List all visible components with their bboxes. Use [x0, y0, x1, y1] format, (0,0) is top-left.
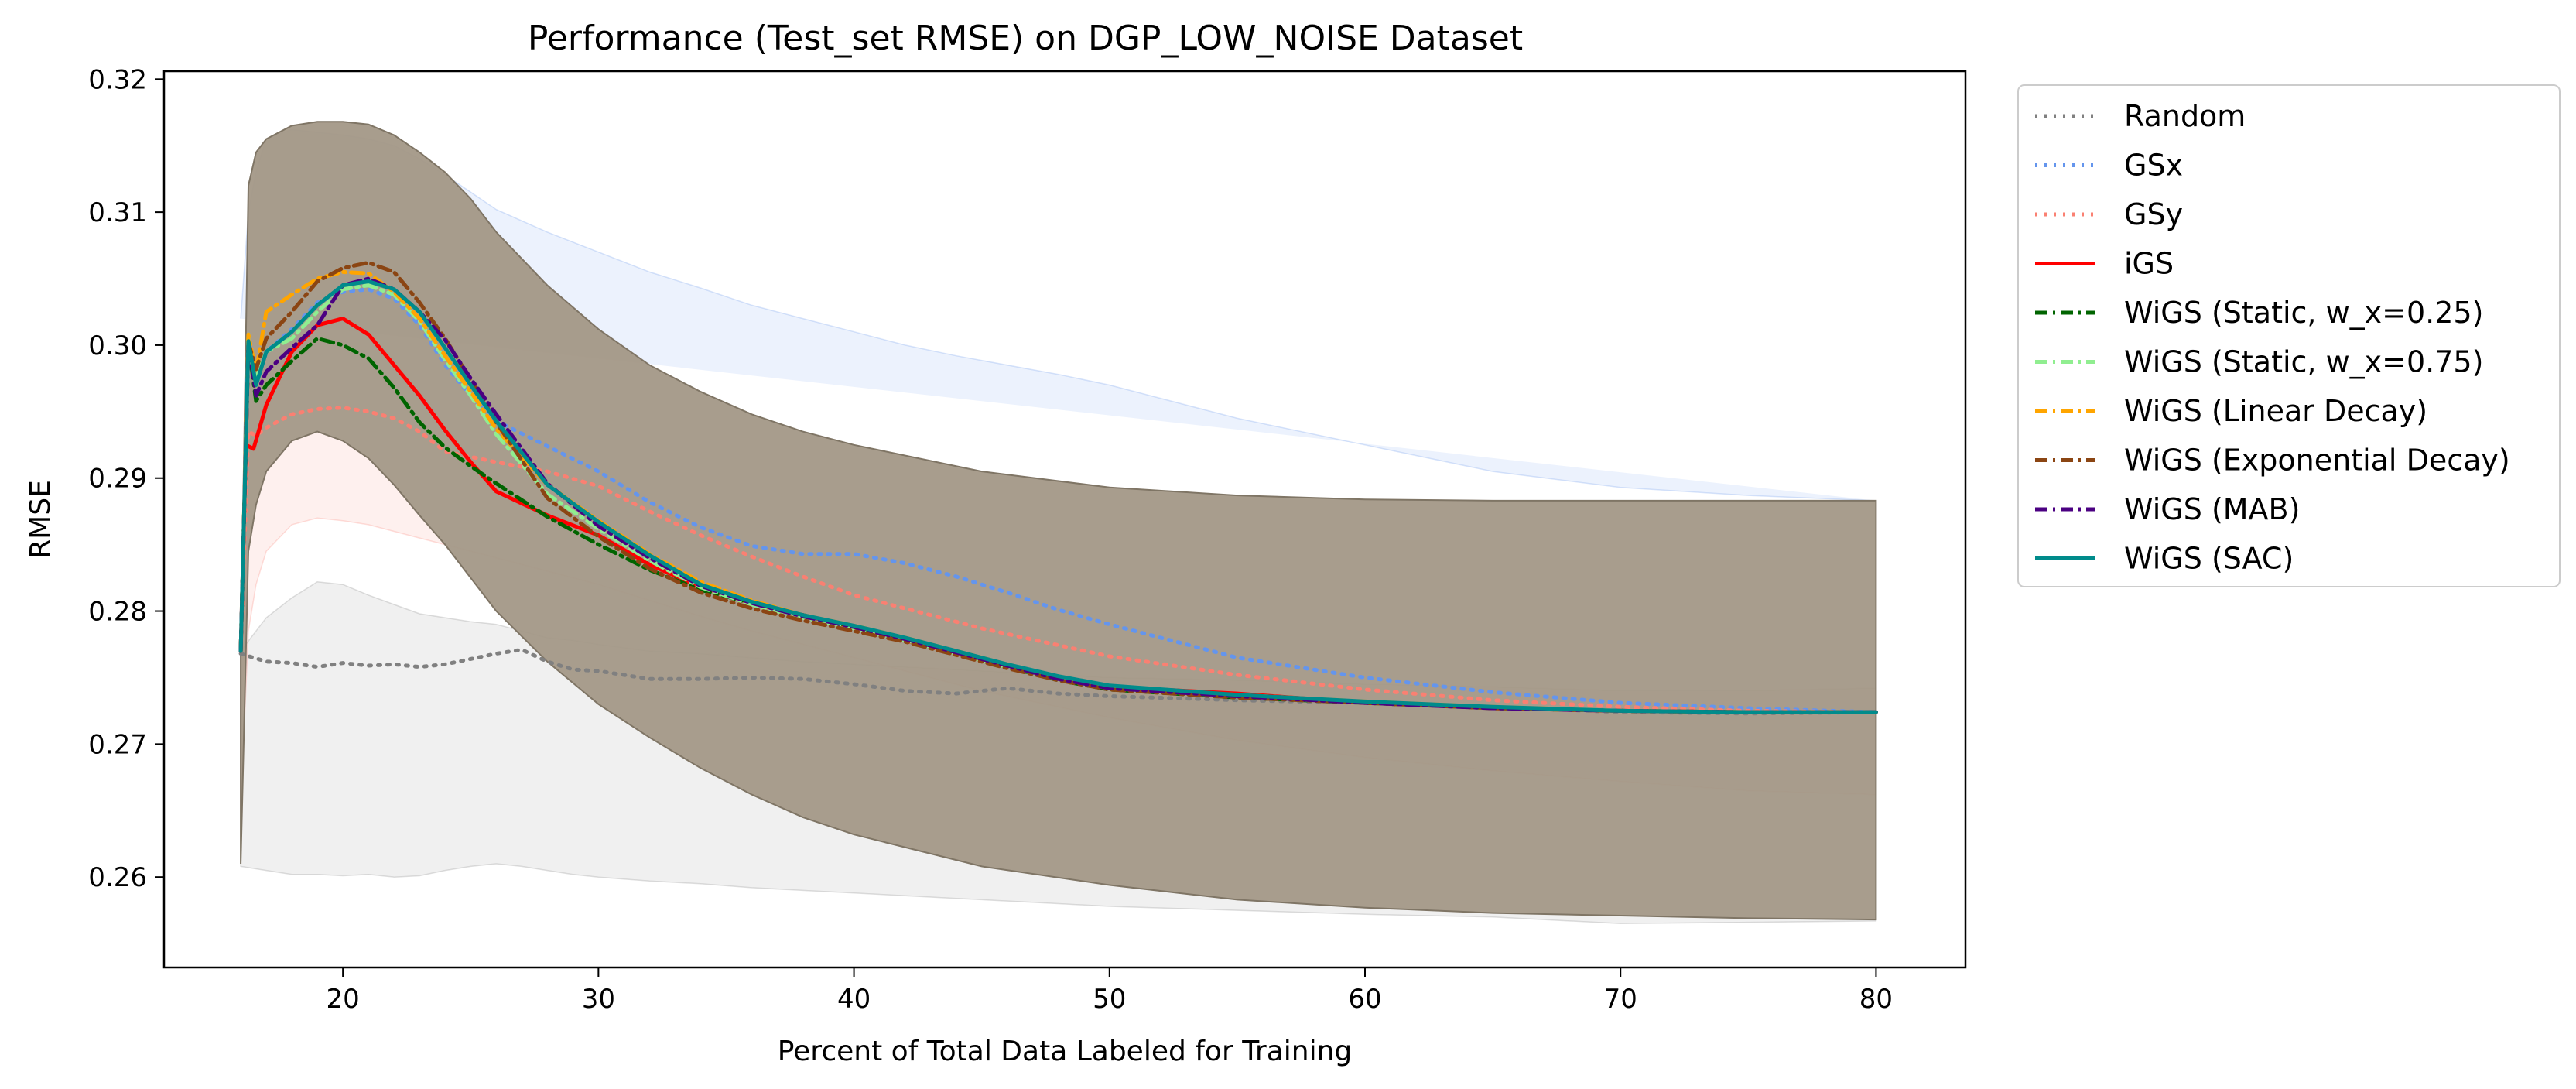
x-tick-label: 30: [582, 984, 615, 1015]
legend-label-wigs-static-w-x-0-25: WiGS (Static, w_x=0.25): [2124, 296, 2483, 330]
x-tick-label: 20: [327, 984, 360, 1015]
plot-area: [238, 121, 1878, 925]
legend-label-wigs-exponential-decay: WiGS (Exponential Decay): [2124, 443, 2510, 478]
x-tick-label: 80: [1859, 984, 1893, 1015]
y-tick-label: 0.27: [88, 729, 147, 760]
legend-items: Random GSx GSy iGS WiGS (Static, w_x=0.25) Wi…: [2035, 99, 2510, 576]
legend: Random GSx GSy iGS WiGS (Static, w_x=0.25) Wi…: [2017, 84, 2561, 587]
legend-label-igs: iGS: [2124, 247, 2174, 281]
line-gsy: [238, 406, 1878, 714]
legend-label-gsx: GSx: [2124, 149, 2183, 183]
y-tick-label: 0.28: [88, 597, 147, 628]
y-tick-label: 0.30: [88, 330, 147, 361]
x-tick-label: 60: [1348, 984, 1381, 1015]
x-tick-label: 70: [1604, 984, 1637, 1015]
x-tick-label: 50: [1093, 984, 1126, 1015]
line-wigs-sac: [238, 279, 1878, 714]
legend-frame: [2017, 84, 2561, 587]
band-merged: [240, 121, 1877, 921]
line-wigs-exponential-decay: [238, 260, 1878, 714]
y-tick-label: 0.32: [88, 64, 147, 95]
line-random: [238, 647, 1878, 716]
y-tick-label: 0.29: [88, 464, 147, 495]
x-axis-ticks: 20 30 40 50 60 70 80: [327, 967, 1893, 1015]
chart-title: Performance (Test_set RMSE) on DGP_LOW_N…: [528, 19, 1523, 58]
x-axis-title: Percent of Total Data Labeled for Traini…: [778, 1036, 1353, 1067]
legend-label-random: Random: [2124, 99, 2246, 133]
confidence-bands: [240, 121, 1877, 925]
y-tick-label: 0.31: [88, 197, 147, 228]
x-tick-label: 40: [837, 984, 871, 1015]
legend-label-wigs-mab: WiGS (MAB): [2124, 492, 2300, 526]
legend-label-wigs-sac: WiGS (SAC): [2124, 542, 2294, 576]
series-lines: [238, 260, 1878, 716]
line-gsx: [238, 287, 1878, 714]
y-tick-label: 0.26: [88, 862, 147, 893]
legend-label-wigs-linear-decay: WiGS (Linear Decay): [2124, 394, 2427, 428]
legend-label-wigs-static-w-x-0-75: WiGS (Static, w_x=0.75): [2124, 345, 2483, 379]
legend-label-gsy: GSy: [2124, 197, 2183, 231]
plot-frame: [162, 70, 1967, 969]
y-axis-title: RMSE: [25, 480, 56, 559]
y-axis-ticks: 0.26 0.27 0.28 0.29 0.30 0.31 0.32: [88, 64, 164, 893]
